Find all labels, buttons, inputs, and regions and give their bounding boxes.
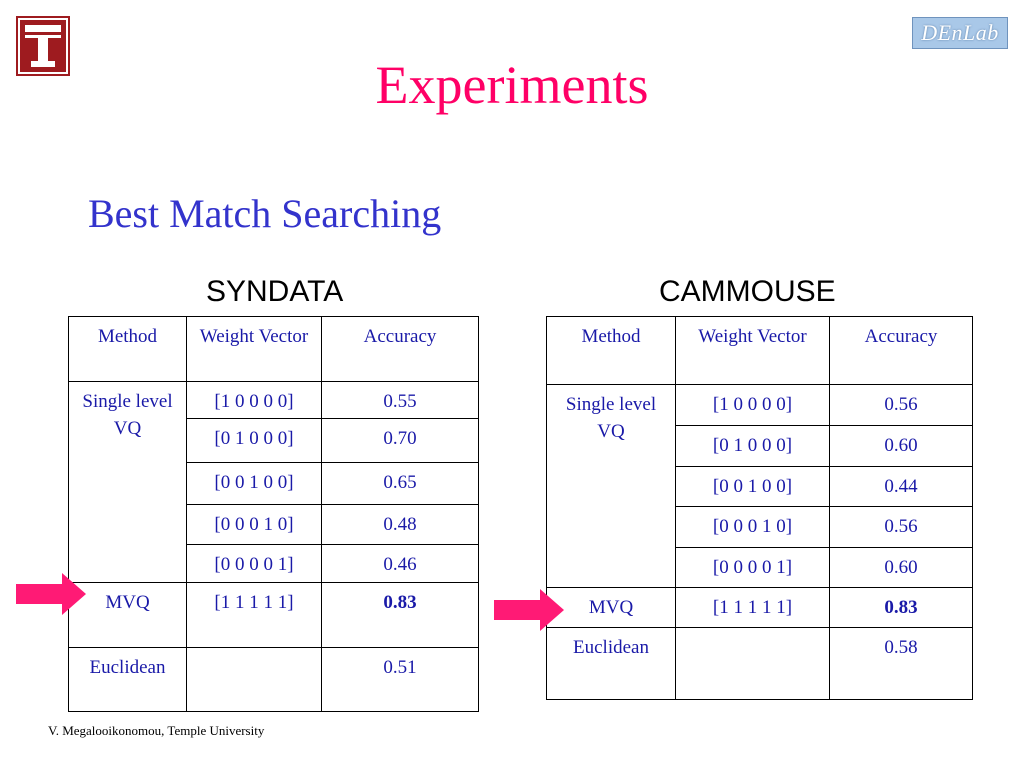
cammouse-table: Method Weight Vector Accuracy Single lev… bbox=[546, 316, 973, 700]
weight-cell: [1 0 0 0 0] bbox=[186, 381, 322, 419]
weight-cell: [1 0 0 0 0] bbox=[675, 384, 830, 426]
accuracy-cell: 0.60 bbox=[829, 547, 973, 588]
accuracy-cell: 0.46 bbox=[321, 544, 479, 583]
accuracy-cell: 0.56 bbox=[829, 506, 973, 548]
accuracy-cell-highlight: 0.83 bbox=[829, 587, 973, 628]
accuracy-cell: 0.56 bbox=[829, 384, 973, 426]
method-cell: Euclidean bbox=[68, 647, 187, 712]
syndata-heading: SYNDATA bbox=[206, 275, 344, 308]
weight-cell: [0 1 0 0 0] bbox=[186, 418, 322, 463]
table-header-row: Method Weight Vector Accuracy bbox=[546, 316, 973, 385]
weight-cell bbox=[675, 627, 830, 700]
group-label-single-level-vq: Single level VQ bbox=[546, 384, 676, 588]
method-cell: MVQ bbox=[546, 587, 676, 628]
weight-cell: [0 0 1 0 0] bbox=[675, 466, 830, 507]
accuracy-cell: 0.58 bbox=[829, 627, 973, 700]
method-cell: MVQ bbox=[68, 582, 187, 648]
weight-cell: [0 0 1 0 0] bbox=[186, 462, 322, 505]
temple-t-icon bbox=[18, 18, 68, 74]
accuracy-cell: 0.51 bbox=[321, 647, 479, 712]
table-row-euclidean: Euclidean 0.58 bbox=[546, 627, 973, 700]
temple-university-logo bbox=[16, 16, 70, 76]
weight-cell: [0 0 0 1 0] bbox=[675, 506, 830, 548]
lab-logo: DEnLab bbox=[912, 17, 1008, 49]
weight-cell: [0 0 0 0 1] bbox=[186, 544, 322, 583]
table-row: [0 0 0 0 1] 0.60 bbox=[547, 547, 973, 588]
accuracy-cell: 0.55 bbox=[321, 381, 479, 419]
accuracy-cell: 0.48 bbox=[321, 504, 479, 545]
table-row: Single level VQ [1 0 0 0 0] 0.55 bbox=[68, 381, 479, 583]
accuracy-cell-highlight: 0.83 bbox=[321, 582, 479, 648]
table-row-mvq: MVQ [1 1 1 1 1] 0.83 bbox=[546, 587, 973, 628]
table-row: Single level VQ [1 0 0 0 0] 0.56 bbox=[546, 384, 973, 588]
header-weight-vector: Weight Vector bbox=[675, 316, 830, 385]
slide-subtitle: Best Match Searching bbox=[88, 191, 442, 236]
weight-cell: [0 1 0 0 0] bbox=[675, 425, 830, 467]
accuracy-cell: 0.60 bbox=[829, 425, 973, 467]
header-accuracy: Accuracy bbox=[321, 316, 479, 382]
table-row: [0 0 0 1 0] 0.56 bbox=[547, 506, 973, 548]
header-method: Method bbox=[68, 316, 187, 382]
accuracy-cell: 0.44 bbox=[829, 466, 973, 507]
cammouse-heading: CAMMOUSE bbox=[659, 275, 836, 308]
syndata-table: Method Weight Vector Accuracy Single lev… bbox=[68, 316, 479, 712]
header-method: Method bbox=[546, 316, 676, 385]
weight-cell: [0 0 0 1 0] bbox=[186, 504, 322, 545]
method-cell: Euclidean bbox=[546, 627, 676, 700]
header-accuracy: Accuracy bbox=[829, 316, 973, 385]
weight-cell bbox=[186, 647, 322, 712]
weight-cell: [1 1 1 1 1] bbox=[675, 587, 830, 628]
slide-title: Experiments bbox=[375, 55, 649, 115]
group-label-single-level-vq: Single level VQ bbox=[68, 381, 187, 583]
slide-footer: V. Megalooikonomou, Temple University bbox=[48, 723, 265, 738]
header-weight-vector: Weight Vector bbox=[186, 316, 322, 382]
highlight-arrow-icon bbox=[16, 573, 86, 615]
table-header-row: Method Weight Vector Accuracy bbox=[68, 316, 479, 382]
table-row: [0 1 0 0 0] 0.60 bbox=[547, 425, 973, 467]
table-row-euclidean: Euclidean 0.51 bbox=[68, 647, 479, 712]
weight-cell: [0 0 0 0 1] bbox=[675, 547, 830, 588]
accuracy-cell: 0.70 bbox=[321, 418, 479, 463]
weight-cell: [1 1 1 1 1] bbox=[186, 582, 322, 648]
accuracy-cell: 0.65 bbox=[321, 462, 479, 505]
table-row-mvq: MVQ [1 1 1 1 1] 0.83 bbox=[68, 582, 479, 648]
table-row: [0 0 0 0 1] 0.46 bbox=[69, 544, 479, 583]
highlight-arrow-icon bbox=[494, 589, 564, 631]
